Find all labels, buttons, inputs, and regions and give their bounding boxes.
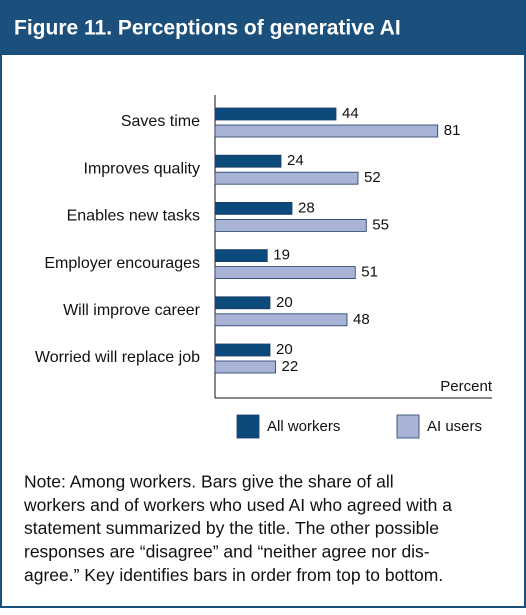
value-label: 55 xyxy=(372,216,389,233)
category-label: Will improve career xyxy=(63,302,201,319)
bar xyxy=(214,107,337,121)
value-label: 19 xyxy=(273,247,290,264)
legend-swatch xyxy=(236,414,260,439)
bar xyxy=(214,343,271,357)
note-line: responses are “disagree” and “neither ag… xyxy=(24,542,430,562)
bar xyxy=(214,201,293,215)
category-label: Worried will replace job xyxy=(35,349,200,366)
value-label: 24 xyxy=(287,152,304,169)
legend-label: All workers xyxy=(267,418,340,435)
value-label: 51 xyxy=(361,264,378,281)
category-label: Employer encourages xyxy=(44,255,200,272)
bar xyxy=(214,218,367,232)
value-label: 44 xyxy=(342,105,359,122)
category-label: Saves time xyxy=(121,113,200,130)
header xyxy=(1,1,525,55)
x-axis-label: Percent xyxy=(440,378,493,395)
value-label: 20 xyxy=(276,341,293,358)
bar xyxy=(214,171,359,185)
value-label: 20 xyxy=(276,294,293,311)
legend-label: AI users xyxy=(427,418,482,435)
category-label: Improves quality xyxy=(84,160,201,177)
bar xyxy=(214,296,271,310)
category-label: Enables new tasks xyxy=(67,208,200,225)
note-line: workers and of workers who used AI who a… xyxy=(23,495,452,515)
bar xyxy=(214,313,348,327)
bar xyxy=(214,124,439,138)
value-label: 22 xyxy=(282,358,299,375)
bar xyxy=(214,360,276,374)
note-line: Note: Among workers. Bars give the share… xyxy=(24,472,394,492)
legend-swatch xyxy=(396,414,420,439)
bar xyxy=(214,154,282,168)
bar xyxy=(214,249,268,263)
chart-title: Figure 11. Perceptions of generative AI xyxy=(14,17,401,40)
value-label: 48 xyxy=(353,311,370,328)
value-label: 52 xyxy=(364,169,381,186)
note-line: statement summarized by the title. The o… xyxy=(24,518,439,538)
note-line: agree.” Key identifies bars in order fro… xyxy=(24,565,443,585)
bar xyxy=(214,266,356,280)
value-label: 81 xyxy=(444,122,461,139)
value-label: 28 xyxy=(298,199,315,216)
